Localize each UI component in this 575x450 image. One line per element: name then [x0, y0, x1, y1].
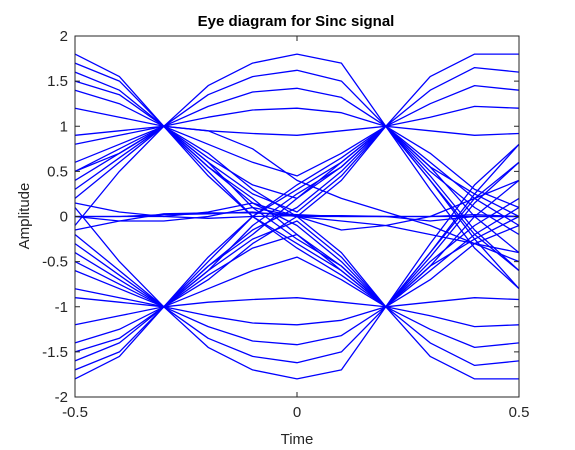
y-tick-label: 1 — [60, 118, 68, 135]
x-tick-label: 0 — [293, 404, 301, 421]
trace-3 — [74, 84, 520, 127]
trace-5 — [74, 125, 520, 136]
trace-31 — [74, 202, 520, 219]
trace-26 — [74, 179, 520, 308]
trace-18 — [74, 306, 520, 328]
trace-21 — [74, 125, 520, 308]
plot-lines — [74, 53, 520, 380]
trace-17 — [74, 306, 520, 349]
trace-24 — [74, 125, 520, 371]
trace-15 — [74, 306, 519, 380]
trace-8 — [74, 125, 520, 308]
trace-25 — [74, 125, 520, 353]
y-tick-label: -2 — [55, 389, 68, 406]
axis-ticks — [74, 35, 520, 398]
x-axis-label: Time — [281, 431, 314, 448]
y-tick-label: -1.5 — [42, 344, 68, 361]
y-tick-label: 2 — [60, 28, 68, 45]
trace-34 — [74, 125, 520, 263]
y-tick-label: 0.5 — [47, 163, 68, 180]
trace-23 — [74, 125, 520, 308]
trace-11 — [74, 80, 520, 308]
trace-10 — [74, 62, 520, 308]
y-tick-label: 1.5 — [47, 73, 68, 90]
trace-22 — [74, 125, 520, 308]
trace-28 — [74, 143, 520, 308]
trace-27 — [74, 161, 520, 308]
x-tick-label: 0.5 — [509, 404, 530, 421]
trace-19 — [74, 297, 520, 308]
trace-33 — [74, 179, 520, 231]
y-tick-label: 0 — [60, 209, 68, 226]
trace-16 — [74, 306, 520, 367]
y-axis-label: Amplitude — [16, 183, 33, 250]
trace-4 — [74, 105, 520, 127]
x-tick-label: -0.5 — [62, 404, 88, 421]
trace-2 — [74, 66, 520, 127]
trace-1 — [74, 53, 519, 127]
y-tick-labels: -2 -1.5 -1 -0.5 0 0.5 1 1.5 2 — [42, 28, 68, 406]
x-tick-labels: -0.5 0 0.5 — [62, 404, 529, 421]
chart-title: Eye diagram for Sinc signal — [198, 13, 395, 30]
y-tick-label: -1 — [55, 299, 68, 316]
y-tick-label: -0.5 — [42, 254, 68, 271]
trace-14 — [74, 125, 520, 290]
